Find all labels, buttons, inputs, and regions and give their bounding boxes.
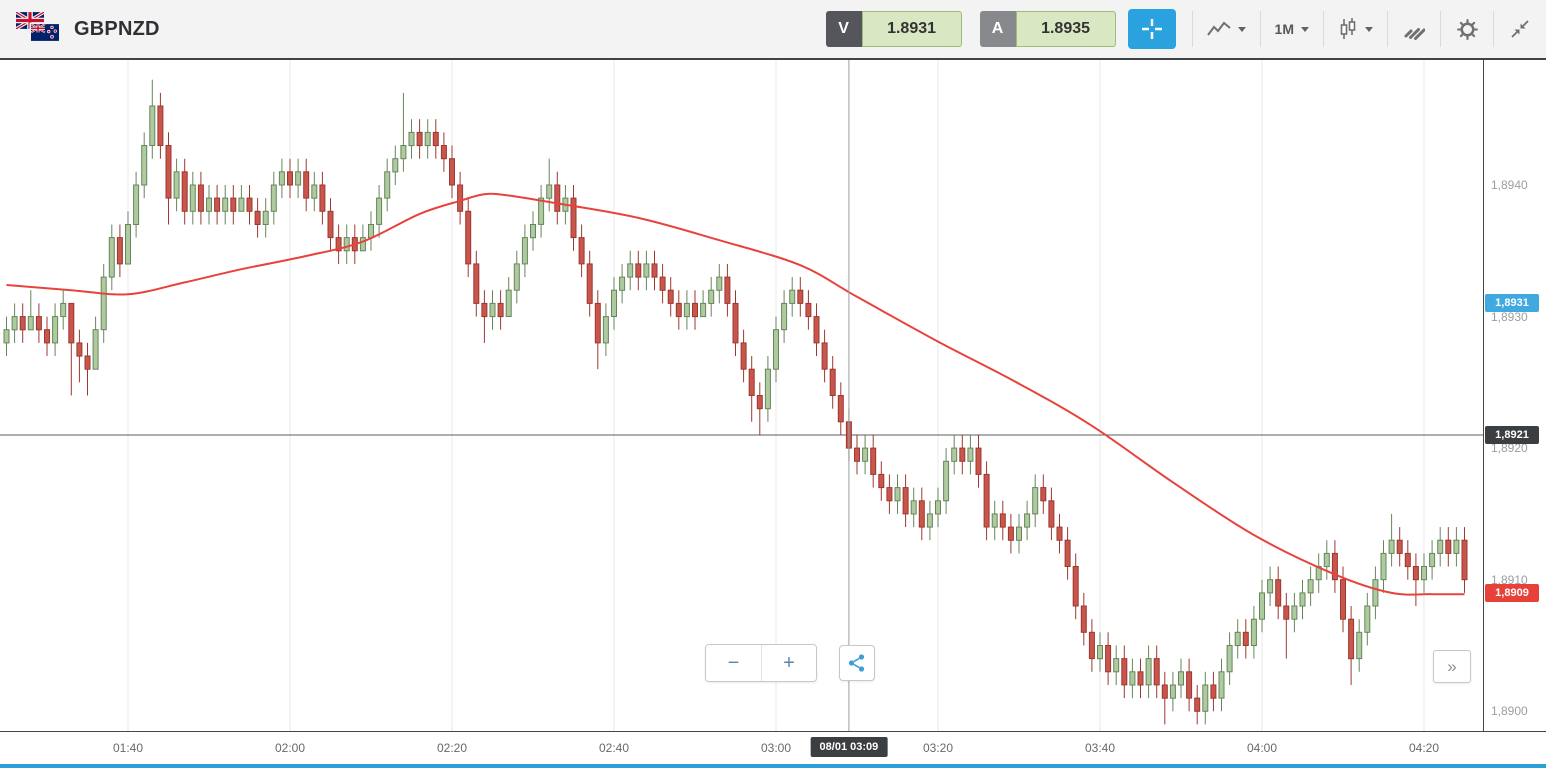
buy-price[interactable]: 1.8935 (1015, 11, 1116, 47)
gbp-flag-icon (16, 12, 44, 29)
zoom-pill: − + (705, 644, 817, 682)
timeframe-dropdown[interactable]: 1M (1261, 0, 1323, 58)
toolbar-separator (1323, 11, 1324, 47)
candlestick-icon (1340, 18, 1356, 39)
candlestick-chart[interactable] (0, 60, 1483, 731)
chevron-down-icon (1301, 26, 1309, 32)
toolbar-separator (1440, 11, 1441, 47)
price-axis-label: 1,8920 (1491, 441, 1528, 456)
chevron-down-icon (1365, 26, 1373, 32)
crosshair-icon (1141, 19, 1162, 39)
indicators-icon (1404, 28, 1425, 40)
gear-icon (1456, 18, 1478, 40)
bottom-accent-bar (0, 764, 1546, 768)
currency-pair-flags (16, 11, 62, 47)
time-axis-label: 04:20 (1408, 741, 1440, 755)
price-axis[interactable]: 1,8940 1,8930 1,8920 1,8910 1,8900 1,8931 1,89… (1483, 60, 1546, 731)
settings-button[interactable] (1441, 0, 1493, 58)
toolbar-separator (1493, 11, 1494, 47)
ma-value-badge: 1,8909 (1485, 583, 1539, 602)
toolbar-separator (1259, 11, 1261, 47)
time-axis-label: 02:20 (436, 741, 468, 755)
time-axis-label: 04:00 (1246, 741, 1278, 755)
chart-type-dropdown[interactable] (1193, 0, 1260, 58)
price-axis-label: 1,8900 (1491, 704, 1528, 719)
zoom-out-button[interactable]: − (706, 645, 761, 681)
crosshair-time-badge: 08/01 03:09 (810, 737, 888, 757)
sell-price[interactable]: 1.8931 (861, 11, 962, 47)
line-chart-icon (1206, 21, 1231, 36)
time-axis-label: 03:40 (1084, 741, 1116, 755)
zoom-in-button[interactable]: + (761, 645, 816, 681)
price-axis-label: 1,8910 (1491, 572, 1528, 587)
timeframe-label: 1M (1274, 21, 1294, 37)
candle-style-dropdown[interactable] (1324, 0, 1387, 58)
time-axis-label: 02:40 (598, 741, 630, 755)
scroll-to-latest-button[interactable]: » (1433, 650, 1471, 683)
time-axis-label: 01:40 (112, 741, 144, 755)
zoom-controls: − + (705, 644, 875, 682)
time-axis-label: 03:20 (922, 741, 954, 755)
trade-crosshair-button[interactable] (1127, 9, 1176, 49)
collapse-icon (1511, 20, 1529, 38)
buy-button[interactable]: A (979, 11, 1016, 47)
toolbar-separator (1387, 11, 1388, 47)
price-axis-label: 1,8940 (1491, 177, 1528, 192)
sell-quote: V 1.8931 (825, 11, 962, 47)
chevron-down-icon (1237, 26, 1246, 32)
time-axis[interactable]: 08/01 03:09 01:40 02:00 02:20 02:40 03:00 03:… (0, 731, 1546, 764)
time-axis-label: 03:00 (760, 741, 792, 755)
share-icon (848, 654, 865, 672)
reference-price-badge: 1,8921 (1485, 425, 1539, 444)
current-price-badge: 1,8931 (1485, 294, 1539, 313)
price-axis-label: 1,8930 (1491, 309, 1528, 324)
symbol-title: GBPNZD (74, 17, 160, 40)
indicators-button[interactable] (1388, 0, 1440, 58)
toolbar-separator (1191, 11, 1193, 47)
sell-button[interactable]: V (825, 11, 862, 47)
time-axis-label: 02:00 (274, 741, 306, 755)
buy-quote: A 1.8935 (979, 11, 1116, 47)
chart-plot-area[interactable]: − + (0, 60, 1483, 731)
nzd-flag-icon (31, 24, 59, 41)
chart-main: − + (0, 60, 1546, 731)
collapse-chart-button[interactable] (1494, 0, 1546, 58)
chart-header: GBPNZD V 1.8931 A 1.8935 (0, 0, 1546, 60)
header-controls: V 1.8931 A 1.8935 (825, 0, 1546, 58)
share-button[interactable] (839, 645, 875, 681)
